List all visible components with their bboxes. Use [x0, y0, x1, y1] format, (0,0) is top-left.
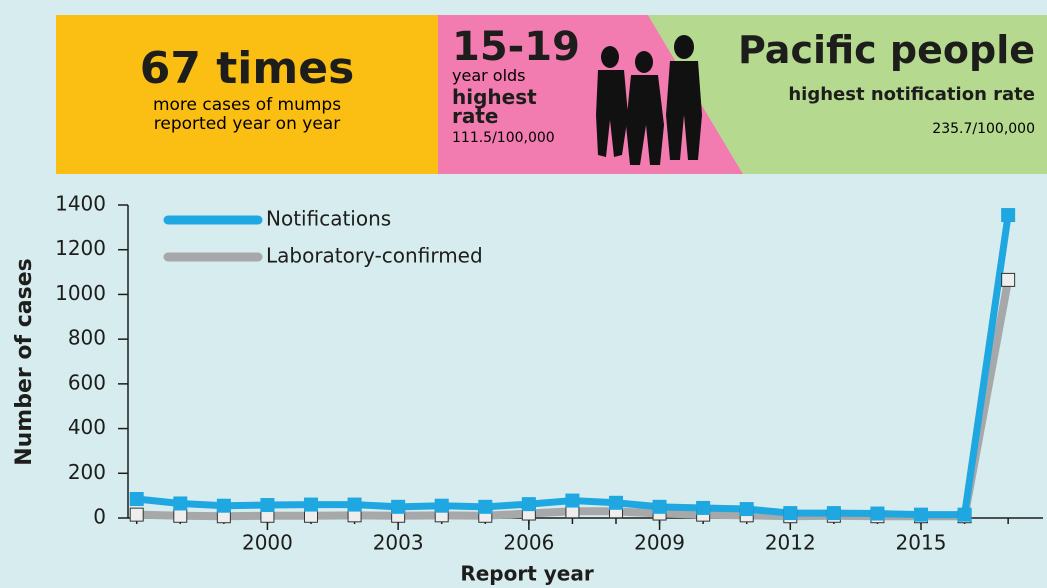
rate: 111.5/100,000 — [452, 130, 555, 146]
marker — [739, 502, 754, 517]
marker — [957, 507, 972, 522]
x-tick-label: 2009 — [634, 531, 685, 555]
marker — [652, 499, 667, 514]
y-tick-label: 1200 — [55, 236, 106, 260]
marker — [826, 506, 841, 521]
legend-label: Notifications — [266, 207, 391, 231]
x-tick-label: 2006 — [503, 531, 554, 555]
text: more cases of mumps reported year on yea… — [152, 95, 342, 134]
headline: 15-19 — [452, 24, 580, 70]
marker — [173, 496, 188, 511]
marker — [304, 497, 318, 512]
marker — [1001, 272, 1016, 287]
marker — [260, 498, 275, 513]
x-tick-label: 2015 — [896, 531, 947, 555]
marker — [173, 508, 188, 523]
y-tick-label: 600 — [68, 370, 106, 394]
x-tick-label: 2000 — [242, 531, 293, 555]
bold-text: highest notification rate — [788, 84, 1035, 105]
banner-panel: Pacific people highest notification rate… — [700, 15, 1035, 174]
legend-label: Laboratory-confirmed — [266, 244, 483, 268]
marker — [521, 497, 536, 512]
banner-shapes — [438, 15, 1047, 174]
headline: 67 times — [139, 43, 355, 94]
headline: Pacific people — [737, 28, 1035, 72]
marker — [478, 499, 493, 514]
marker — [609, 495, 623, 510]
banner-panel: 67 times more cases of mumps reported ye… — [56, 15, 438, 174]
bold-text: highest rate — [452, 85, 537, 128]
x-tick-label: 2012 — [765, 531, 816, 555]
y-tick-label: 200 — [68, 460, 106, 484]
marker — [347, 497, 362, 512]
y-tick-label: 800 — [68, 326, 106, 350]
y-tick-label: 1400 — [55, 192, 106, 216]
marker — [129, 507, 144, 522]
marker — [696, 500, 711, 515]
sub: year olds — [452, 66, 526, 85]
y-axis-label: Number of cases — [12, 258, 37, 466]
banner-panel: 15-19 year olds highest rate 111.5/100,0… — [452, 15, 612, 174]
marker — [216, 498, 231, 513]
marker — [870, 506, 885, 521]
rate: 235.7/100,000 — [932, 121, 1035, 137]
y-tick-label: 400 — [68, 415, 106, 439]
series-line — [136, 279, 1013, 521]
x-tick-label: 2003 — [373, 531, 424, 555]
marker — [783, 506, 798, 521]
y-tick-label: 1000 — [55, 281, 106, 305]
y-tick-label: 0 — [93, 505, 106, 529]
x-axis-label: Report year — [460, 562, 594, 586]
marker — [914, 507, 928, 522]
marker — [391, 499, 406, 514]
marker — [1001, 208, 1016, 223]
marker — [434, 498, 449, 513]
marker — [129, 491, 144, 506]
marker — [565, 493, 580, 508]
